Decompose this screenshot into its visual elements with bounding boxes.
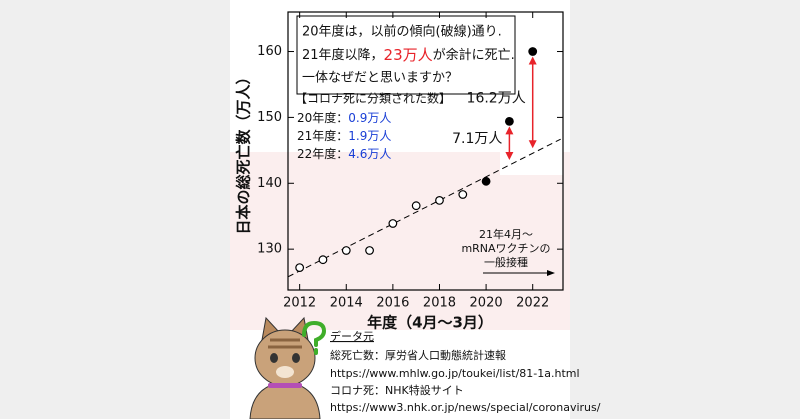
covid-label: 21年度： [297,128,348,143]
note-line: 一体なぜだと思いますか？ [302,71,458,86]
excess-label: 7.1万人 [452,131,502,147]
plot-bg [500,152,563,175]
panel-shade [230,152,570,330]
vaccine-arrowhead [547,270,555,276]
note-line: 21年度以降，23万人が余計に死亡. [302,46,515,64]
covid-label: 22年度： [297,146,348,161]
question-mark [302,320,327,355]
covid-title: 【コロナ死に分類された数】 [295,91,451,106]
excess-label: 16.2万人 [467,90,526,106]
y-axis-label: 日本の総死亡数（万人） [235,69,253,234]
source: データ元 総死亡数：厚労省人口動態統計速報 https://www.mhlw.g… [330,329,601,414]
source-url: https://www3.nhk.or.jp/news/special/coro… [330,401,601,414]
cat-stripes [268,338,302,349]
note-box [296,15,516,95]
x-tick-label: 2014 [330,296,363,311]
note-highlight: 23万人 [384,46,433,64]
source-title: データ元 [330,329,374,343]
y-tick-label: 140 [257,176,282,191]
vaccine-line: mRNAワクチンの [461,242,550,255]
note-text: が余計に死亡. [433,47,515,63]
note: 20年度は，以前の傾向(破線)通り. 21年度以降，23万人が余計に死亡. 一体… [302,24,515,86]
covid-value: 1.9万人 [348,129,391,143]
covid-value: 0.9万人 [348,111,391,125]
data-point [458,190,468,199]
plot-frame [287,11,564,291]
data-point [435,196,444,205]
covid-label: 20年度： [297,110,348,125]
source-url: https://www.mhlw.go.jp/toukei/list/81-1a… [330,367,580,380]
y-tick-label: 130 [257,242,282,257]
source-text: コロナ死：NHK特設サイト [330,383,464,397]
y-tick-label: 150 [257,110,282,125]
data-point [411,201,421,211]
cat [249,316,327,419]
cat-eye [270,353,278,363]
x-tick-label: 2022 [516,296,549,311]
data-point [388,219,398,228]
x-axis-label: 年度（4月～3月） [367,314,493,332]
data-point [341,246,351,255]
covid-value: 4.6万人 [348,147,391,161]
y-tick-label: 160 [257,44,282,59]
cat-eye [292,353,300,363]
cat-muzzle [276,366,294,378]
x-tick-label: 2016 [376,296,409,311]
data-point [481,176,491,186]
covid-row: 22年度：4.6万人 [297,146,391,161]
data-point [504,116,514,126]
x-tick-label: 2012 [283,296,316,311]
covid-row: 21年度：1.9万人 [297,128,391,143]
vaccine-line: 21年4月～ [479,227,533,241]
note-text: 21年度以降， [302,47,384,63]
trend-line [287,138,561,278]
vaccine-line: 一般接種 [484,255,528,269]
cat-collar [268,383,302,388]
note-line: 20年度は，以前の傾向(破線)通り. [302,24,502,40]
covid-row: 20年度：0.9万人 [297,110,391,125]
x-tick-label: 2018 [423,296,456,311]
excess-arrowhead [505,126,514,161]
data-point [365,246,374,255]
x-tick-label: 2020 [470,296,503,311]
data-point [295,263,305,273]
covid-deaths: 【コロナ死に分類された数】 20年度：0.9万人 21年度：1.9万人 22年度… [295,91,451,161]
source-text: 総死亡数：厚労省人口動態統計速報 [330,348,506,362]
vaccine-note: 21年4月～ mRNAワクチンの 一般接種 [461,227,550,269]
data-point [528,47,538,56]
data-point [318,255,328,265]
